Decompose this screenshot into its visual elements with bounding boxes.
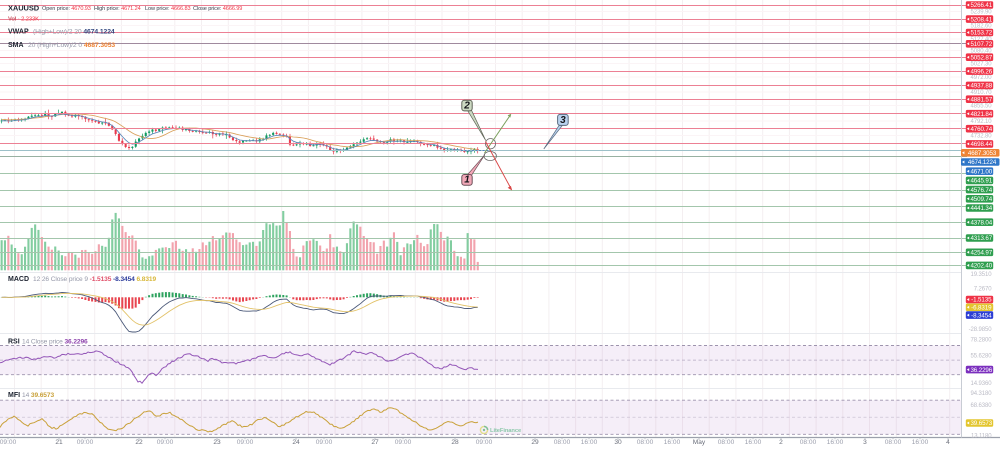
svg-text:Close price: 4666.99: Close price: 4666.99 <box>193 6 242 12</box>
svg-text:4937.88: 4937.88 <box>970 83 992 90</box>
svg-text:09:00: 09:00 <box>77 439 94 446</box>
svg-text:4732.80: 4732.80 <box>971 134 993 140</box>
svg-text:4687.3053: 4687.3053 <box>968 150 997 157</box>
svg-text:2: 2 <box>463 100 470 111</box>
svg-text:3: 3 <box>560 115 566 126</box>
svg-text:4: 4 <box>946 439 950 446</box>
svg-text:XAUUSD: XAUUSD <box>8 3 40 12</box>
svg-text:14.9360: 14.9360 <box>971 381 993 387</box>
svg-text:4378.04: 4378.04 <box>970 219 992 226</box>
svg-text:4996.26: 4996.26 <box>970 68 992 75</box>
svg-text:4881.57: 4881.57 <box>970 96 992 103</box>
svg-text:14 Close price 36.2296: 14 Close price 36.2296 <box>22 339 88 346</box>
svg-text:4760.74: 4760.74 <box>970 126 992 133</box>
svg-text:13.1180: 13.1180 <box>971 434 992 440</box>
svg-text:08:00: 08:00 <box>554 439 571 446</box>
svg-text:5052.87: 5052.87 <box>970 54 992 61</box>
svg-text:23: 23 <box>213 439 221 446</box>
svg-text:4671.00: 4671.00 <box>970 168 992 175</box>
svg-text:VWAP: VWAP <box>8 28 29 35</box>
svg-text:16:00: 16:00 <box>912 439 929 446</box>
svg-text:-28.9850: -28.9850 <box>969 327 993 333</box>
svg-text:94.3180: 94.3180 <box>971 391 993 397</box>
svg-text:5153.72: 5153.72 <box>970 30 992 37</box>
svg-text:RSI: RSI <box>8 339 20 346</box>
svg-text:1: 1 <box>464 175 470 186</box>
svg-text:16:00: 16:00 <box>745 439 762 446</box>
svg-text:09:00: 09:00 <box>157 439 174 446</box>
svg-text:SMA: SMA <box>8 42 24 49</box>
svg-text:09:00: 09:00 <box>316 439 333 446</box>
svg-text:-6.8319: -6.8319 <box>971 305 992 312</box>
svg-text:09:00: 09:00 <box>237 439 254 446</box>
svg-text:4645.91: 4645.91 <box>970 178 992 185</box>
svg-text:4313.67: 4313.67 <box>970 235 992 242</box>
svg-text:08:00: 08:00 <box>885 439 902 446</box>
svg-text:4910.70: 4910.70 <box>971 90 993 96</box>
svg-text:4202.40: 4202.40 <box>970 263 992 270</box>
svg-text:36.2296: 36.2296 <box>970 367 992 374</box>
svg-text:22: 22 <box>135 439 143 446</box>
svg-text:Open price: 4670.93: Open price: 4670.93 <box>42 6 91 12</box>
svg-text:4254.97: 4254.97 <box>970 250 992 257</box>
svg-text:-8.3454: -8.3454 <box>971 312 992 319</box>
svg-text:4972.00: 4972.00 <box>971 75 993 81</box>
svg-text:4509.74: 4509.74 <box>970 196 992 203</box>
svg-text:4674.1224: 4674.1224 <box>968 159 997 166</box>
svg-text:5266.41: 5266.41 <box>970 2 992 9</box>
svg-text:08:00: 08:00 <box>637 439 654 446</box>
svg-text:2: 2 <box>779 439 783 446</box>
svg-text:12 26 Close price 9 -1.5135 -8: 12 26 Close price 9 -1.5135 -8.3454 6.83… <box>33 276 156 283</box>
svg-text:28: 28 <box>451 439 459 446</box>
svg-text:29: 29 <box>531 439 539 446</box>
svg-text:4792.10: 4792.10 <box>971 119 993 125</box>
svg-text:5208.41: 5208.41 <box>970 16 992 23</box>
svg-text:20 (High+Low)/2 0 4687.3053: 20 (High+Low)/2 0 4687.3053 <box>28 42 115 49</box>
svg-text:78.2800: 78.2800 <box>971 338 993 344</box>
svg-text:16:00: 16:00 <box>581 439 598 446</box>
svg-text:08:00: 08:00 <box>718 439 735 446</box>
svg-text:4441.34: 4441.34 <box>970 205 992 212</box>
svg-text:5239.90: 5239.90 <box>971 10 993 16</box>
svg-text:4821.84: 4821.84 <box>970 111 992 118</box>
svg-text:19.3510: 19.3510 <box>971 272 993 278</box>
svg-text:24: 24 <box>292 439 300 446</box>
svg-text:09:00: 09:00 <box>395 439 412 446</box>
svg-text:27: 27 <box>371 439 379 446</box>
svg-text:5182.60: 5182.60 <box>971 24 993 30</box>
svg-text:14 39.6573: 14 39.6573 <box>22 392 54 399</box>
svg-text:Vol · 2.233K: Vol · 2.233K <box>8 17 39 23</box>
svg-text:4698.44: 4698.44 <box>970 141 992 148</box>
svg-text:21: 21 <box>55 439 63 446</box>
svg-text:08:00: 08:00 <box>800 439 817 446</box>
svg-text:09:00: 09:00 <box>476 439 493 446</box>
svg-text:(High+Low)/2 20 4674.1224: (High+Low)/2 20 4674.1224 <box>33 28 115 35</box>
svg-text:30: 30 <box>614 439 622 446</box>
svg-text:55.6280: 55.6280 <box>971 354 993 360</box>
svg-text:-1.5135: -1.5135 <box>971 297 992 304</box>
svg-text:39.6573: 39.6573 <box>970 420 992 427</box>
svg-text:3: 3 <box>863 439 867 446</box>
svg-text:68.6380: 68.6380 <box>971 403 993 409</box>
svg-text:Low price: 4666.83: Low price: 4666.83 <box>145 6 190 12</box>
svg-text:High price: 4671.24: High price: 4671.24 <box>94 6 141 12</box>
svg-text:MFI: MFI <box>8 392 20 399</box>
svg-text:May: May <box>693 439 706 446</box>
svg-text:5107.72: 5107.72 <box>970 41 992 48</box>
svg-text:5027.30: 5027.30 <box>971 62 993 68</box>
svg-text:16:00: 16:00 <box>664 439 681 446</box>
svg-text:4576.74: 4576.74 <box>970 187 992 194</box>
svg-text:5080.40: 5080.40 <box>971 49 993 55</box>
svg-text:LiteFinance: LiteFinance <box>490 428 522 434</box>
svg-text:4855.50: 4855.50 <box>971 104 993 110</box>
svg-text:16:00: 16:00 <box>827 439 844 446</box>
svg-text:MACD: MACD <box>8 276 29 283</box>
svg-text:09:00: 09:00 <box>0 439 17 446</box>
svg-text:7.2670: 7.2670 <box>974 287 993 293</box>
